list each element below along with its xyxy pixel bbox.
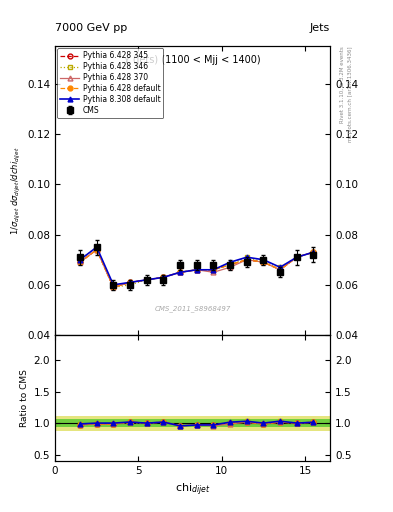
Bar [55,419,330,427]
Pythia 6.428 default [311,249,316,255]
Pythia 6.428 345 [195,267,199,273]
Pythia 8.308 default [278,264,283,270]
Y-axis label: $1/\sigma_{dijet}\ d\sigma_{dijet}/dchi_{dijet}$: $1/\sigma_{dijet}\ d\sigma_{dijet}/dchi_… [10,146,23,235]
Pythia 6.428 370 [211,269,216,275]
Pythia 6.428 345 [211,267,216,273]
Pythia 6.428 default [261,259,266,265]
Text: 7000 GeV pp: 7000 GeV pp [55,23,127,33]
Pythia 6.428 370 [94,247,99,253]
Pythia 8.308 default [161,274,166,281]
Pythia 6.428 370 [144,277,149,283]
Pythia 6.428 default [111,284,116,290]
Pythia 6.428 370 [195,267,199,273]
Pythia 6.428 345 [128,279,132,285]
Pythia 6.428 370 [161,274,166,281]
Y-axis label: Ratio to CMS: Ratio to CMS [20,369,29,427]
Pythia 6.428 346 [78,257,83,263]
Pythia 6.428 346 [94,244,99,250]
Text: CMS_2011_S8968497: CMS_2011_S8968497 [154,305,231,312]
Pythia 8.308 default [228,259,232,265]
Pythia 6.428 370 [78,259,83,265]
Pythia 6.428 346 [128,282,132,288]
Text: mcplots.cern.ch [arXiv:1306.3436]: mcplots.cern.ch [arXiv:1306.3436] [348,46,353,142]
Pythia 6.428 345 [294,254,299,260]
Pythia 6.428 default [195,267,199,273]
Pythia 6.428 345 [94,247,99,253]
Bar [55,416,330,431]
Pythia 8.308 default [128,279,132,285]
X-axis label: chi$_{dijet}$: chi$_{dijet}$ [175,481,210,498]
Pythia 6.428 default [211,267,216,273]
Pythia 6.428 default [94,247,99,253]
Pythia 6.428 345 [161,274,166,281]
Pythia 6.428 370 [244,257,249,263]
Pythia 6.428 345 [311,249,316,255]
Pythia 6.428 346 [144,277,149,283]
Pythia 6.428 default [178,269,182,275]
Pythia 6.428 345 [278,267,283,273]
Pythia 8.308 default [78,257,83,263]
Pythia 8.308 default [144,277,149,283]
Pythia 8.308 default [195,267,199,273]
Pythia 6.428 370 [111,284,116,290]
Pythia 8.308 default [294,254,299,260]
Pythia 6.428 346 [178,269,182,275]
Pythia 6.428 370 [228,264,232,270]
Pythia 8.308 default [244,254,249,260]
Pythia 6.428 default [278,267,283,273]
Pythia 6.428 346 [195,267,199,273]
Pythia 8.308 default [311,249,316,255]
Pythia 6.428 346 [278,264,283,270]
Text: Jets: Jets [310,23,330,33]
Line: Pythia 6.428 default: Pythia 6.428 default [77,247,316,290]
Pythia 6.428 370 [278,267,283,273]
Pythia 6.428 default [228,262,232,268]
Pythia 6.428 345 [244,257,249,263]
Pythia 6.428 346 [244,254,249,260]
Pythia 6.428 345 [261,259,266,265]
Pythia 6.428 346 [228,262,232,268]
Pythia 6.428 default [128,279,132,285]
Pythia 6.428 default [294,254,299,260]
Line: Pythia 8.308 default: Pythia 8.308 default [77,245,316,287]
Pythia 6.428 370 [128,279,132,285]
Pythia 8.308 default [178,269,182,275]
Pythia 6.428 346 [211,267,216,273]
Pythia 6.428 default [244,257,249,263]
Pythia 6.428 370 [311,249,316,255]
Text: Rivet 3.1.10, ≥ 3.2M events: Rivet 3.1.10, ≥ 3.2M events [340,46,345,123]
Pythia 8.308 default [94,244,99,250]
Line: Pythia 6.428 346: Pythia 6.428 346 [77,245,316,290]
Pythia 6.428 346 [111,284,116,290]
Pythia 6.428 345 [111,284,116,290]
Line: Pythia 6.428 370: Pythia 6.428 370 [77,247,316,290]
Pythia 6.428 345 [228,262,232,268]
Pythia 6.428 345 [144,277,149,283]
Pythia 6.428 345 [78,259,83,265]
Line: Pythia 6.428 345: Pythia 6.428 345 [77,247,316,290]
Pythia 8.308 default [111,282,116,288]
Pythia 6.428 346 [161,274,166,281]
Pythia 6.428 346 [311,249,316,255]
Legend: Pythia 6.428 345, Pythia 6.428 346, Pythia 6.428 370, Pythia 6.428 default, Pyth: Pythia 6.428 345, Pythia 6.428 346, Pyth… [57,48,163,118]
Pythia 6.428 default [161,274,166,281]
Pythia 6.428 370 [261,259,266,265]
Pythia 8.308 default [261,257,266,263]
Pythia 6.428 345 [178,269,182,275]
Pythia 8.308 default [211,267,216,273]
Text: χ (jets) (1100 < Mjj < 1400): χ (jets) (1100 < Mjj < 1400) [124,55,261,65]
Pythia 6.428 default [78,259,83,265]
Pythia 6.428 default [144,277,149,283]
Pythia 6.428 370 [178,269,182,275]
Pythia 6.428 346 [261,259,266,265]
Pythia 6.428 346 [294,254,299,260]
Pythia 6.428 370 [294,254,299,260]
